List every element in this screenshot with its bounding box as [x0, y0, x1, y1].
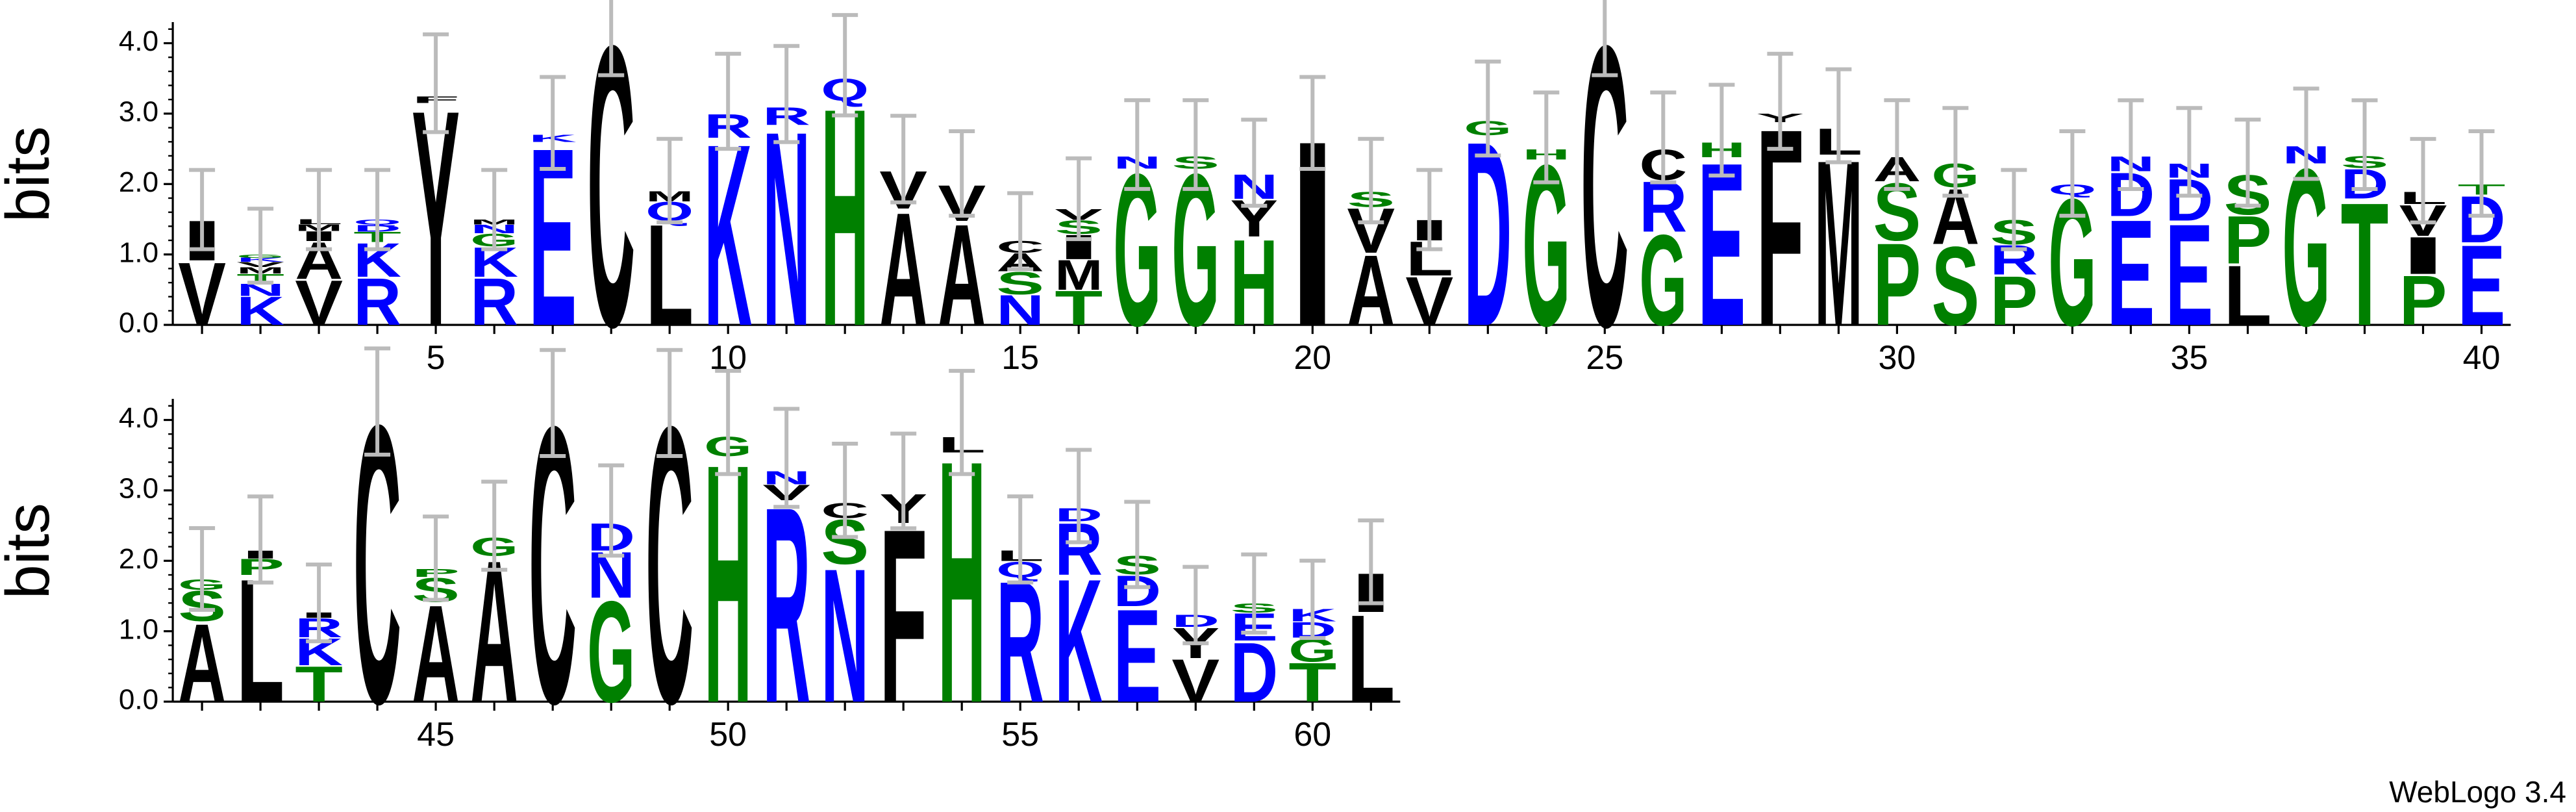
svg-text:0.0: 0.0 — [119, 684, 158, 716]
svg-text:1.0: 1.0 — [119, 236, 158, 268]
svg-text:0.0: 0.0 — [119, 307, 158, 339]
svg-text:WebLogo 3.4: WebLogo 3.4 — [2389, 775, 2566, 809]
svg-text:15: 15 — [1001, 339, 1039, 377]
svg-text:bits: bits — [0, 126, 62, 222]
svg-text:60: 60 — [1294, 716, 1331, 754]
svg-text:2.0: 2.0 — [119, 166, 158, 198]
svg-text:4.0: 4.0 — [119, 402, 158, 434]
svg-text:bits: bits — [0, 503, 62, 599]
svg-text:1.0: 1.0 — [119, 613, 158, 645]
svg-text:2.0: 2.0 — [119, 543, 158, 575]
svg-text:3.0: 3.0 — [119, 96, 158, 128]
svg-text:3.0: 3.0 — [119, 473, 158, 505]
svg-text:4.0: 4.0 — [119, 25, 158, 57]
